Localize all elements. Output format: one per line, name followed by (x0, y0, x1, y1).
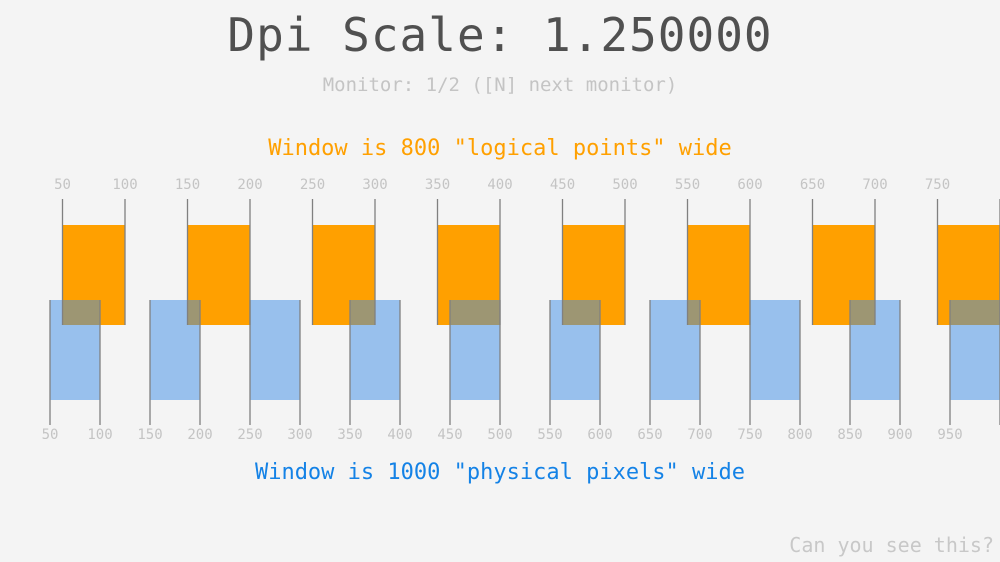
physical-tick-label: 950 (937, 427, 963, 443)
physical-box (150, 300, 200, 400)
physical-tick-label: 100 (87, 427, 113, 443)
logical-tick-label: 250 (299, 177, 326, 193)
logical-tick-label: 450 (549, 177, 576, 193)
physical-box (250, 300, 300, 400)
physical-tick-label: 200 (187, 427, 213, 443)
logical-tick-label: 200 (237, 177, 263, 193)
logical-tick-label: 300 (362, 177, 388, 193)
physical-pixels-caption: Window is 1000 "physical pixels" wide (254, 460, 746, 485)
physical-tick-label: 250 (237, 427, 263, 443)
physical-tick-label: 350 (337, 427, 363, 443)
logical-tick-label: 50 (54, 177, 71, 193)
physical-box (750, 300, 800, 400)
logical-tick-label: 500 (612, 177, 638, 193)
logical-tick-label: 650 (799, 177, 826, 193)
physical-box (450, 300, 500, 400)
physical-tick-label: 400 (387, 427, 413, 443)
physical-tick-label: 600 (587, 427, 613, 443)
physical-box (550, 300, 600, 400)
physical-tick-label: 700 (687, 427, 713, 443)
logical-tick-label: 350 (424, 177, 451, 193)
physical-tick-label: 150 (137, 427, 163, 443)
logical-tick-label: 400 (487, 177, 513, 193)
physical-tick-label: 300 (287, 427, 313, 443)
logical-tick-label: 600 (737, 177, 763, 193)
page-title: Dpi Scale: 1.250000 (227, 8, 773, 62)
logical-tick-label: 150 (174, 177, 201, 193)
physical-tick-label: 450 (437, 427, 463, 443)
physical-tick-label: 650 (637, 427, 663, 443)
physical-tick-label: 50 (41, 427, 59, 443)
monitor-info: Monitor: 1/2 ([N] next monitor) (322, 74, 678, 96)
logical-tick-label: 700 (862, 177, 888, 193)
logical-tick-label: 100 (112, 177, 138, 193)
physical-tick-label: 900 (887, 427, 913, 443)
physical-box (950, 300, 1000, 400)
physical-tick-label: 850 (837, 427, 863, 443)
physical-box (50, 300, 100, 400)
physical-tick-label: 500 (487, 427, 513, 443)
logical-tick-label: 550 (674, 177, 701, 193)
physical-box (650, 300, 700, 400)
logical-tick-label: 750 (924, 177, 951, 193)
physical-tick-label: 750 (737, 427, 763, 443)
physical-tick-label: 550 (537, 427, 563, 443)
footer-text: Can you see this? (789, 533, 994, 557)
logical-points-caption: Window is 800 "logical points" wide (268, 136, 732, 161)
physical-tick-label: 800 (787, 427, 813, 443)
